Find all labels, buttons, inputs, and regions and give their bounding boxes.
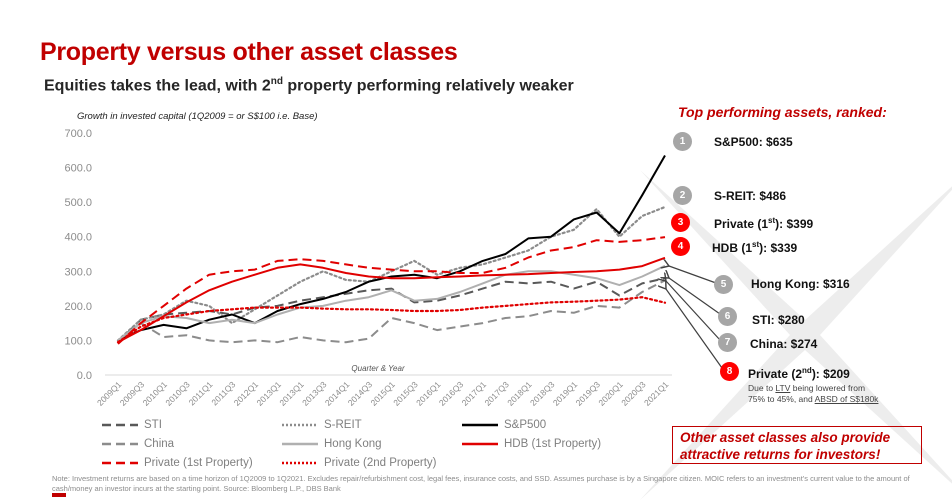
rank-badge: 6 <box>718 307 737 326</box>
ranking-title: Top performing assets, ranked: <box>678 104 887 120</box>
x-axis: 2009Q12009Q32010Q12010Q32011Q12011Q32012… <box>95 379 671 408</box>
legend-swatch <box>102 423 138 427</box>
y-tick-label: 300.0 <box>64 266 92 278</box>
legend-label: HDB (1st Property) <box>504 438 602 450</box>
rank-badge: 1 <box>673 132 692 151</box>
logo <box>52 493 66 497</box>
page-title: Property versus other asset classes <box>40 38 458 66</box>
legend-item: STI <box>100 419 162 431</box>
series-line-private-1st-property <box>117 236 666 345</box>
y-tick-label: 100.0 <box>64 335 92 347</box>
callout-arrows <box>666 266 723 369</box>
y-tick-label: 700.0 <box>64 128 92 140</box>
legend-label: China <box>144 438 175 450</box>
y-tick-label: 0.0 <box>77 370 92 382</box>
legend-swatch <box>462 442 498 446</box>
footnote: Note: Investment returns are based on a … <box>52 474 910 493</box>
legend-swatch <box>282 461 318 465</box>
rank-label: S&P500: $635 <box>714 135 793 149</box>
rank-label: S-REIT: $486 <box>714 189 787 203</box>
rank-badge: 4 <box>671 237 690 256</box>
y-tick-label: 600.0 <box>64 163 92 175</box>
legend-swatch <box>282 442 318 446</box>
callout-arrow <box>669 278 721 315</box>
rank-label: China: $274 <box>750 337 818 351</box>
rank-label: HDB (1st): $339 <box>712 240 798 255</box>
rank-badge: 8 <box>720 362 739 381</box>
legend-label: Hong Kong <box>324 438 382 450</box>
series-lines <box>116 155 667 345</box>
rank-badge: 5 <box>714 275 733 294</box>
legend-swatch <box>102 461 138 465</box>
series-line-china <box>117 279 666 344</box>
series-line-sti <box>117 277 666 343</box>
rank-badge: 2 <box>673 186 692 205</box>
series-line-hdb-1st-property <box>117 256 666 344</box>
series-line-hong-kong <box>117 264 666 342</box>
page-subtitle: Equities takes the lead, with 2nd proper… <box>44 76 574 95</box>
rank-label: Private (1st): $399 <box>714 216 814 231</box>
legend-label: STI <box>144 419 162 431</box>
callout-arrow <box>666 289 723 369</box>
chart-title: Growth in invested capital (1Q2009 = or … <box>77 111 318 122</box>
y-tick-label: 200.0 <box>64 301 92 313</box>
legend-item: Private (2nd Property) <box>280 457 437 469</box>
series-line-s-reit <box>116 205 667 342</box>
legend-label: S&P500 <box>504 419 547 431</box>
legend-swatch <box>282 423 318 427</box>
legend-label: Private (2nd Property) <box>324 457 437 469</box>
callout-box: Other asset classes also provide attract… <box>672 426 922 464</box>
y-tick-label: 400.0 <box>64 232 92 244</box>
series-line-private-2nd-property <box>116 296 667 344</box>
rank-label: Private (2nd): $209 <box>748 366 850 381</box>
legend-swatch <box>462 423 498 427</box>
legend-item: S&P500 <box>460 419 546 431</box>
x-axis-title: Quarter & Year <box>351 364 405 373</box>
series-line-s-p500 <box>117 155 666 342</box>
legend-label: Private (1st Property) <box>144 457 253 469</box>
x-tick-label: 2011Q1 <box>187 379 215 407</box>
rank-badge: 7 <box>718 333 737 352</box>
y-tick-label: 500.0 <box>64 197 92 209</box>
x-tick-label: 2021Q1 <box>642 379 671 408</box>
legend-item: Hong Kong <box>280 438 382 450</box>
rank-label: STI: $280 <box>752 313 805 327</box>
callout-arrow <box>666 281 721 341</box>
legend-swatch <box>102 442 138 446</box>
rank-badge: 3 <box>671 213 690 232</box>
legend-item: China <box>100 438 174 450</box>
x-tick-label: 2010Q3 <box>163 379 192 408</box>
legend-item: S-REIT <box>280 419 362 431</box>
legend-item: Private (1st Property) <box>100 457 253 469</box>
legend-item: HDB (1st Property) <box>460 438 601 450</box>
y-axis: 0.0 100.0 200.0 300.0 400.0 500.0 600.0 700.0 <box>64 128 92 382</box>
rank-label: Hong Kong: $316 <box>751 277 850 291</box>
legend-label: S-REIT <box>324 419 362 431</box>
callout-arrow <box>669 266 717 284</box>
private-2nd-note: Due to LTV being lowered from 75% to 45%… <box>748 383 879 404</box>
